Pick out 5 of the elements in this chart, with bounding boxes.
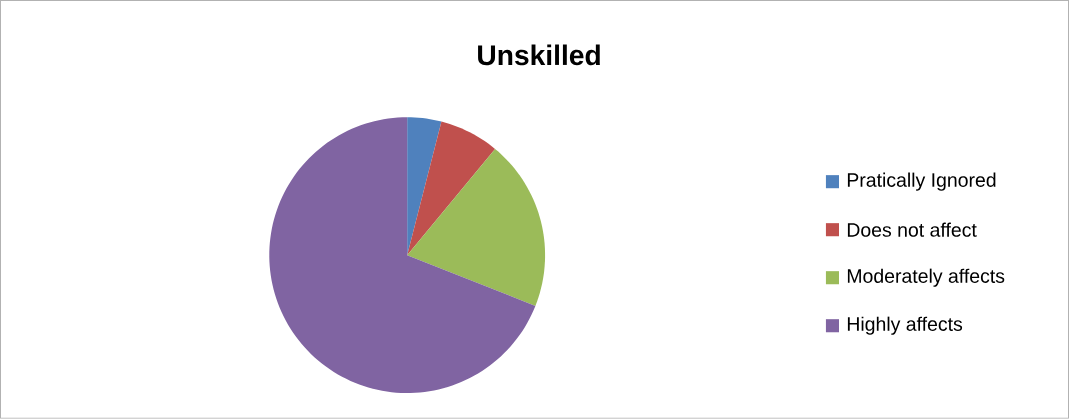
- chart-title: Unskilled: [478, 44, 600, 66]
- legend-label: Highly affects: [847, 316, 963, 335]
- legend-label: Moderately affects: [847, 268, 1005, 287]
- legend-label: Does not affect: [847, 222, 977, 237]
- legend-label: Pratically Ignored: [847, 172, 996, 191]
